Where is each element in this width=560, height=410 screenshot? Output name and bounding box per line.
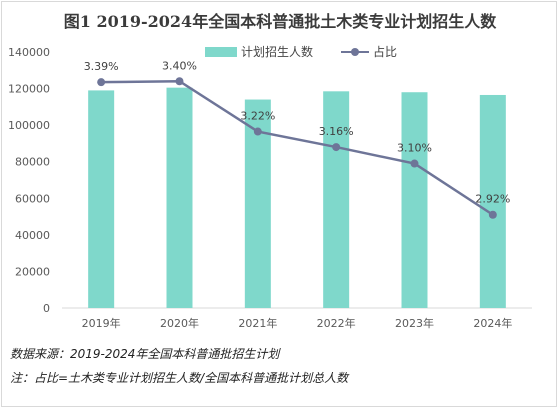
legend: 计划招生人数 占比 <box>205 43 425 60</box>
data-label: 3.16% <box>319 125 354 138</box>
x-tick-label: 2019年 <box>82 316 121 330</box>
footnote: 注：占比=土木类专业计划招生人数/全国本科普通批计划总人数 <box>10 371 349 385</box>
data-label: 3.40% <box>162 59 197 72</box>
data-label: 2.92% <box>475 193 510 206</box>
chart-title: 图1 2019-2024年全国本科普通批土木类专业计划招生人数 <box>63 12 497 31</box>
x-tick-label: 2023年 <box>395 316 434 330</box>
x-tick-label: 2020年 <box>160 316 199 330</box>
line-point <box>253 127 262 136</box>
bar <box>479 94 506 308</box>
y-tick-label: 60000 <box>15 192 50 205</box>
bar <box>401 92 428 308</box>
y-tick-label: 20000 <box>15 265 50 278</box>
legend-item-bar: 计划招生人数 <box>205 43 313 60</box>
source-note: 数据来源：2019-2024年全国本科普通批招生计划 <box>10 347 280 361</box>
line-point <box>332 143 341 152</box>
data-label: 3.10% <box>397 142 432 155</box>
line-point <box>488 210 497 219</box>
legend-label-line: 占比 <box>373 45 398 59</box>
y-tick-label: 80000 <box>15 156 50 169</box>
x-tick-label: 2022年 <box>317 316 356 330</box>
bar <box>166 87 193 309</box>
y-tick-label: 140000 <box>8 46 50 59</box>
y-tick-label: 120000 <box>8 83 50 96</box>
legend-item-line: 占比 <box>341 43 397 60</box>
y-tick-label: 40000 <box>15 229 50 242</box>
line-point <box>175 77 184 86</box>
line-point <box>97 78 106 87</box>
series-line <box>101 80 494 216</box>
x-tick-label: 2021年 <box>238 316 277 330</box>
bar <box>323 91 350 308</box>
legend-swatch-bar <box>205 46 237 57</box>
data-label: 3.22% <box>240 110 275 123</box>
data-label: 3.39% <box>84 60 119 73</box>
line-point <box>410 159 419 168</box>
legend-swatch-line <box>341 47 370 57</box>
legend-label-bar: 计划招生人数 <box>241 45 314 59</box>
x-tick-label: 2024年 <box>473 316 512 330</box>
y-tick-label: 100000 <box>8 119 50 132</box>
y-tick-label: 0 <box>43 302 50 315</box>
bar <box>88 90 115 309</box>
